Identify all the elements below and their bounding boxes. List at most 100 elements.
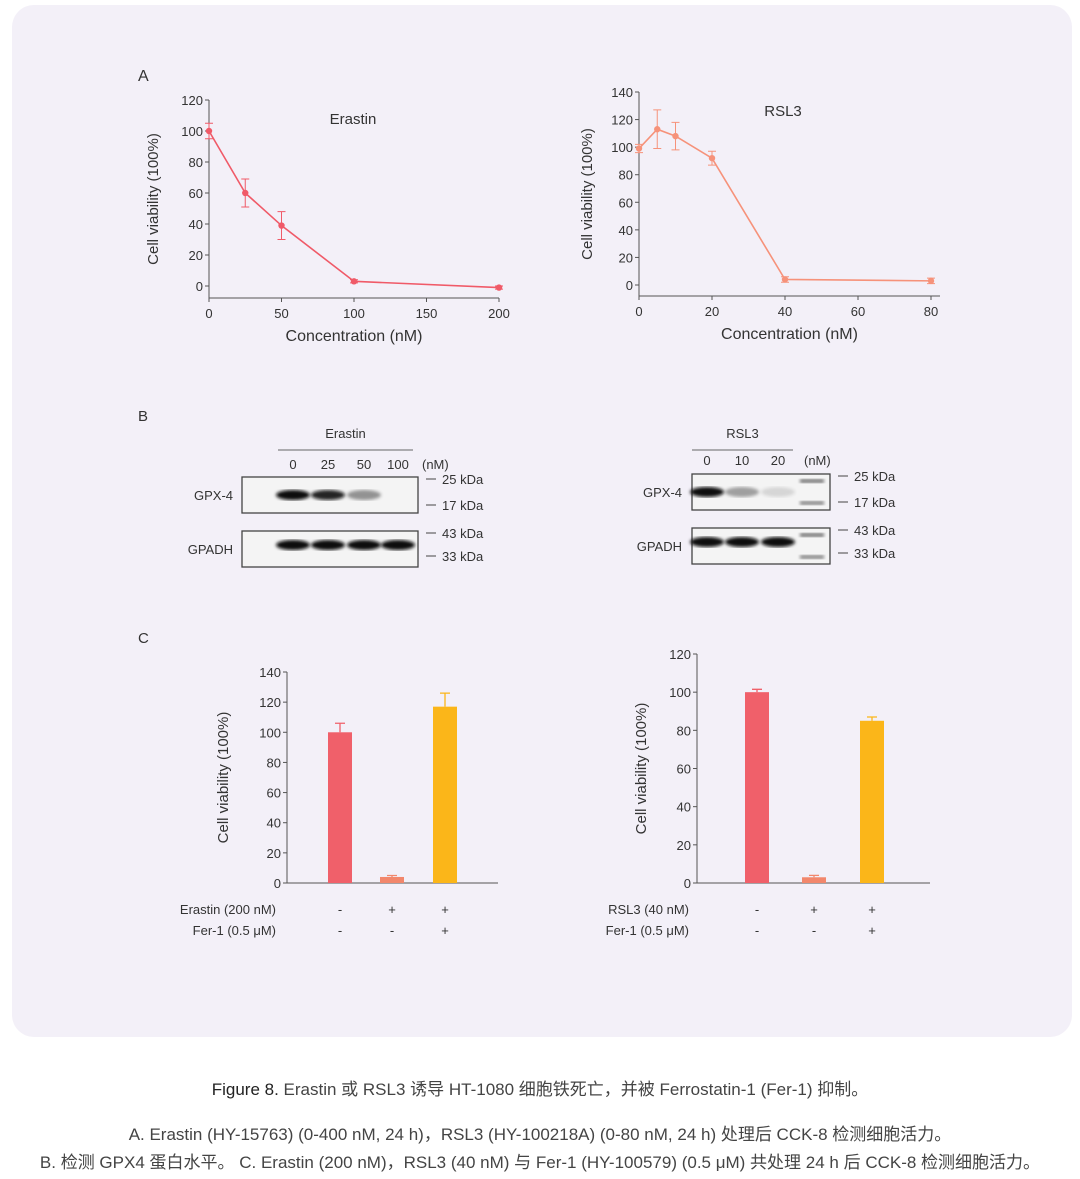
y-tick-label: 40 <box>619 223 633 238</box>
lane-label: 0 <box>703 453 710 468</box>
condition-label: Fer-1 (0.5 μM) <box>606 923 689 938</box>
y-tick-label: 100 <box>259 725 281 740</box>
lane-label: 20 <box>771 453 785 468</box>
caption-line-1: A. Erastin (HY-15763) (0-400 nM, 24 h)，R… <box>128 1125 952 1144</box>
y-tick-label: 60 <box>677 762 691 777</box>
data-point <box>708 154 716 162</box>
x-tick-label: 200 <box>488 306 510 321</box>
bar <box>328 732 352 883</box>
marker-label: 25 kDa <box>854 469 896 484</box>
bar <box>433 706 457 883</box>
condition-mark: + <box>441 923 449 938</box>
marker-label: 17 kDa <box>442 498 484 513</box>
protein-band <box>690 537 724 547</box>
marker-label: 17 kDa <box>854 495 896 510</box>
marker-label: 33 kDa <box>442 549 484 564</box>
caption-title: Figure 8. Erastin 或 RSL3 诱导 HT-1080 细胞铁死… <box>0 1075 1080 1100</box>
western-blot-erastin: Erastin 0 25 50 100 (nM) GPX-4 25 kDa 17 kDa GPAD… <box>188 426 484 568</box>
line-chart-erastin: 0 20 40 60 80 100 120 0 50 100 150 200 Cell viabilit… <box>145 93 510 345</box>
data-point <box>672 132 679 140</box>
y-tick-label: 140 <box>259 665 281 680</box>
bar <box>860 720 884 883</box>
lane-label: 100 <box>387 457 409 472</box>
protein-band <box>381 540 415 550</box>
series-line <box>208 130 500 289</box>
bar <box>745 692 769 883</box>
line-chart-rsl3: 0 20 40 60 80 100 120 140 0 20 40 60 80 Cell viabilit… <box>579 85 940 343</box>
y-tick-label: 80 <box>619 168 633 183</box>
y-tick-label: 60 <box>267 786 281 801</box>
y-tick-label: 60 <box>619 195 633 210</box>
error-bar <box>867 716 877 721</box>
ladder-band <box>800 533 824 537</box>
data-point <box>350 278 358 285</box>
bar <box>380 876 404 883</box>
error-bar <box>387 874 397 877</box>
x-tick-label: 60 <box>851 304 865 319</box>
protein-band <box>276 490 310 500</box>
y-tick-label: 0 <box>196 279 203 294</box>
x-tick-label: 40 <box>778 304 792 319</box>
protein-band <box>311 490 345 500</box>
caption-line-2: B. 检测 GPX4 蛋白水平。 C. Erastin (200 nM)，RSL… <box>39 1153 1041 1172</box>
marker-label: 43 kDa <box>442 526 484 541</box>
protein-band <box>761 487 795 497</box>
lane-label: 50 <box>357 457 371 472</box>
y-tick-label: 100 <box>611 140 633 155</box>
y-tick-label: 120 <box>669 647 691 662</box>
x-tick-label: 80 <box>924 304 938 319</box>
protein-band <box>347 540 381 550</box>
y-tick-label: 100 <box>669 685 691 700</box>
protein-band <box>761 537 795 547</box>
marker-label: 33 kDa <box>854 546 896 561</box>
condition-mark: + <box>868 902 876 917</box>
protein-band <box>347 490 381 500</box>
blot-title: Erastin <box>325 426 365 441</box>
protein-band <box>725 487 759 497</box>
blot-row-label: GPX-4 <box>643 485 682 500</box>
y-tick-label: 60 <box>189 186 203 201</box>
ladder-band <box>800 501 824 505</box>
condition-mark: + <box>810 902 818 917</box>
x-axis-label: Concentration (nM) <box>286 328 423 345</box>
y-tick-label: 20 <box>189 248 203 263</box>
y-tick-label: 120 <box>611 113 633 128</box>
y-axis-label: Cell viability (100%) <box>633 703 650 835</box>
data-point <box>927 277 935 285</box>
condition-mark: + <box>868 923 876 938</box>
lane-unit: (nM) <box>422 457 449 472</box>
y-tick-label: 80 <box>267 755 281 770</box>
condition-mark: - <box>812 923 816 938</box>
data-point <box>205 127 213 135</box>
y-tick-label: 40 <box>677 800 691 815</box>
blot-row-label: GPX-4 <box>194 488 233 503</box>
x-tick-label: 20 <box>705 304 719 319</box>
bar-chart: 0 20 40 60 80 100 120 Cell viability (100%) RSL3… <box>606 647 930 938</box>
condition-label: Erastin (200 nM) <box>180 902 276 917</box>
lane-label: 25 <box>321 457 335 472</box>
x-tick-label: 0 <box>205 306 212 321</box>
condition-mark: - <box>390 923 394 938</box>
blot-title: RSL3 <box>726 426 759 441</box>
y-tick-label: 0 <box>274 876 281 891</box>
marker-label: 43 kDa <box>854 523 896 538</box>
caption-title-text: Erastin 或 RSL3 诱导 HT-1080 细胞铁死亡，并被 Ferro… <box>278 1080 869 1099</box>
condition-mark: - <box>755 902 759 917</box>
bar-chart: 0 20 40 60 80 100 120 140 Cell viability (100%) E… <box>180 665 498 938</box>
x-tick-label: 0 <box>635 304 642 319</box>
y-tick-label: 140 <box>611 85 633 100</box>
condition-mark: - <box>338 902 342 917</box>
data-point <box>635 145 643 152</box>
ladder-band <box>800 479 824 483</box>
condition-label: RSL3 (40 nM) <box>608 902 689 917</box>
y-tick-label: 40 <box>267 816 281 831</box>
figure-card <box>12 5 1072 1037</box>
blot-row-label: GPADH <box>188 542 233 557</box>
panel-label-b: B <box>138 408 148 425</box>
y-axis-label: Cell viability (100%) <box>215 712 232 844</box>
chart-title: Erastin <box>330 111 377 128</box>
bar <box>802 877 826 883</box>
error-bar <box>335 722 345 733</box>
x-tick-label: 50 <box>274 306 288 321</box>
data-point <box>495 284 503 291</box>
